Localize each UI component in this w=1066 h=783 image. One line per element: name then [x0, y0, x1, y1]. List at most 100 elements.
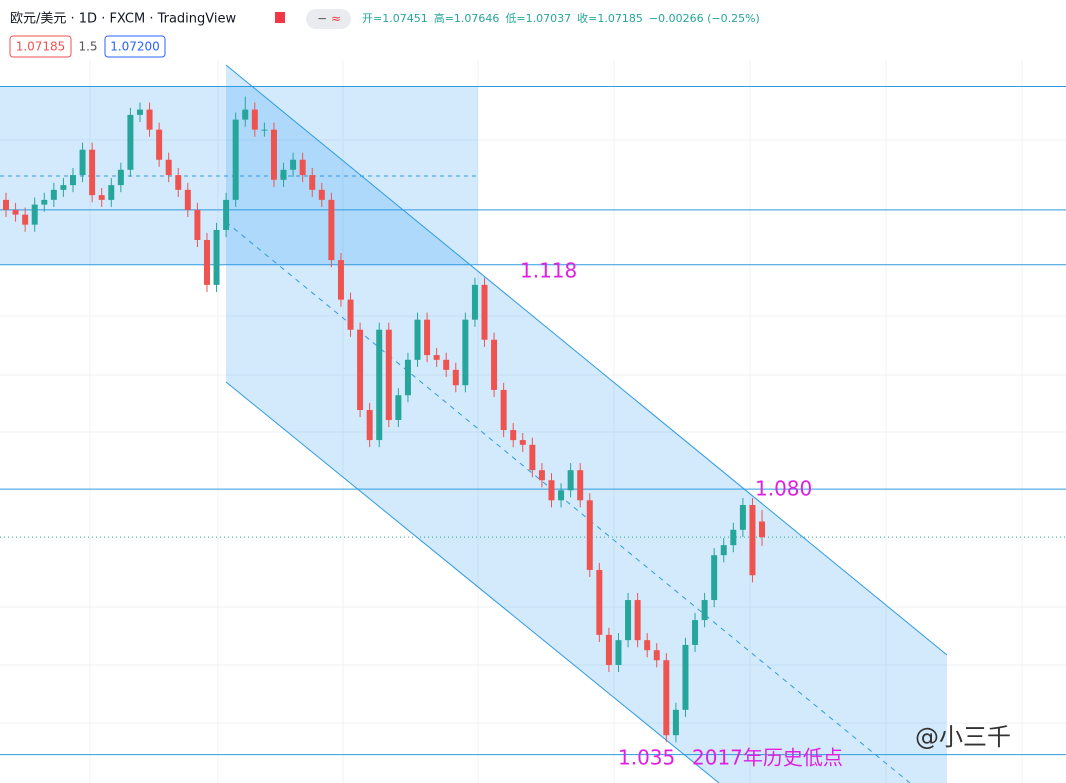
- candle-body: [98, 195, 105, 200]
- channel-midline: [225, 221, 911, 783]
- candle-body: [711, 555, 718, 601]
- spread: 1.5: [78, 40, 97, 54]
- candle-body: [184, 189, 191, 210]
- candle-body: [577, 470, 584, 501]
- candle-body: [50, 189, 57, 200]
- candle-body: [395, 395, 402, 421]
- ask-badge[interactable]: [104, 35, 166, 58]
- candle-body: [108, 185, 115, 200]
- candle-body: [692, 620, 699, 645]
- toggle[interactable]: [306, 9, 351, 29]
- candle-body: [261, 129, 268, 131]
- candle-body: [146, 109, 153, 130]
- candle-body: [318, 189, 325, 200]
- candle-body: [596, 569, 603, 635]
- candle-body: [759, 521, 766, 538]
- candle-body: [625, 600, 632, 641]
- toggle-icon: ≈: [331, 12, 341, 26]
- bid-price: 1.07185: [16, 40, 66, 54]
- range-box: [0, 87, 478, 265]
- candle-body: [663, 660, 670, 736]
- candle-body: [414, 319, 421, 360]
- candle-body: [270, 129, 277, 180]
- candle-body: [538, 470, 545, 481]
- candle-body: [749, 505, 756, 576]
- bid-badge[interactable]: [9, 35, 72, 58]
- candle-body: [280, 169, 287, 180]
- candle-body: [290, 159, 297, 170]
- candle-body: [12, 209, 19, 215]
- candle-body: [720, 545, 727, 556]
- candle-body: [653, 650, 660, 661]
- candle-body: [519, 440, 526, 445]
- level-label: 1.035: [618, 746, 675, 770]
- candle-body: [232, 119, 239, 200]
- candle-body: [337, 260, 344, 300]
- ohlc-value: 收=1.07185: [577, 11, 643, 25]
- candle-body: [404, 359, 411, 396]
- candle-body: [471, 284, 478, 320]
- candle-body: [605, 634, 612, 665]
- candle-body: [22, 214, 29, 225]
- candle-body: [41, 199, 48, 205]
- candle-body: [462, 319, 469, 386]
- candle-body: [491, 339, 498, 390]
- chart-title: 欧元/美元 · 1D · FXCM · TradingView: [10, 12, 236, 27]
- candle-body: [548, 480, 555, 501]
- candle-body: [357, 329, 364, 410]
- candle-body: [242, 109, 249, 120]
- candle-body: [347, 299, 354, 330]
- candle-body: [682, 644, 689, 710]
- candle-body: [3, 199, 9, 210]
- candle-body: [481, 284, 488, 340]
- ohlc-value: 开=1.07451: [362, 12, 428, 25]
- ohlc-value: 高=1.07646: [434, 11, 500, 25]
- candle-body: [529, 444, 536, 471]
- candle-body: [79, 149, 86, 176]
- candle-body: [586, 500, 593, 570]
- channel-lower: [225, 381, 720, 783]
- candle-body: [223, 199, 230, 230]
- candle-body: [69, 175, 76, 186]
- grid: [0, 60, 1066, 783]
- level-label: 1.118: [520, 259, 577, 283]
- candle-body: [309, 175, 316, 190]
- candle-body: [433, 355, 440, 360]
- candle-body: [452, 369, 459, 386]
- candle-body: [89, 149, 96, 196]
- candle-body: [136, 109, 143, 115]
- ohlc-value: 低=1.07037: [505, 12, 571, 25]
- candle-body: [127, 114, 134, 170]
- candle-body: [251, 109, 258, 130]
- candle-body: [385, 329, 392, 421]
- channel-upper: [225, 64, 948, 656]
- candle-body: [701, 600, 708, 621]
- toggle-icon: −: [317, 12, 327, 26]
- candle-body: [213, 229, 220, 285]
- annotation: 2017年历史低点: [692, 746, 843, 770]
- candle-body: [328, 199, 335, 261]
- candle-body: [156, 129, 163, 160]
- candle-body: [165, 159, 172, 176]
- candle-body: [443, 359, 450, 370]
- candle-body: [510, 430, 517, 441]
- candle-body: [424, 319, 431, 356]
- candle-body: [615, 640, 622, 665]
- channel-fill: [226, 65, 947, 783]
- drawings: [0, 64, 948, 783]
- candle-body: [376, 329, 383, 441]
- candle-body: [366, 409, 373, 441]
- ask-price: 1.07200: [110, 40, 160, 54]
- candle-body: [672, 709, 679, 736]
- candle-body: [500, 389, 507, 431]
- watermark: @小三千: [915, 723, 1011, 751]
- candle-body: [634, 600, 641, 641]
- candle-body: [60, 185, 67, 190]
- candle-body: [31, 204, 38, 225]
- ohlc-value: −0.00266 (−0.25%): [649, 12, 760, 25]
- candle-body: [175, 175, 182, 190]
- candle-body: [203, 240, 210, 285]
- candle-body: [299, 159, 306, 176]
- flag-icon: [275, 12, 285, 23]
